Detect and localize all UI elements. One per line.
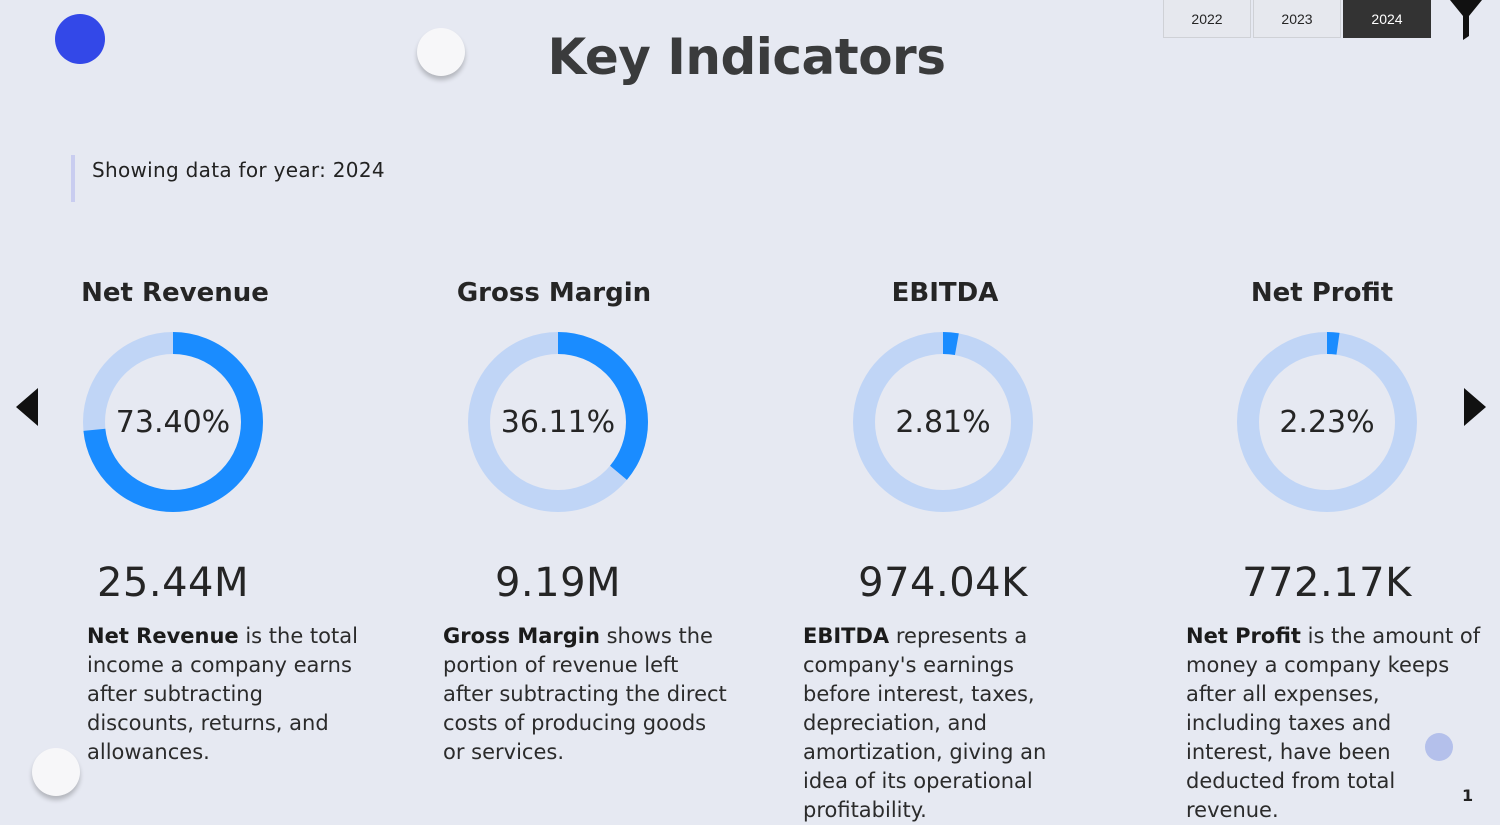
page-number: 1 [1462, 786, 1474, 805]
kpi-title: Net Revenue [81, 278, 269, 308]
kpi-description-term: Gross Margin [443, 624, 600, 648]
note-accent-bar [71, 155, 75, 202]
kpi-percent: 2.81% [895, 404, 991, 440]
kpi-title: Net Profit [1250, 278, 1394, 308]
kpi-card-ebitda: EBITDA 2.81% 974.04K EBITDA represents a… [765, 270, 1125, 822]
kpi-description: Net Revenue is the total income a compan… [87, 622, 362, 767]
donut-value-arc [83, 332, 263, 512]
kpi-description-text: is the total income a company earns afte… [87, 624, 358, 764]
kpi-description-text: shows the portion of revenue left after … [443, 624, 727, 764]
page-title: Key Indicators [547, 28, 946, 86]
kpi-value: 25.44M [96, 560, 250, 606]
kpi-description-text: is the amount of money a company keeps a… [1186, 624, 1481, 822]
kpi-donut [83, 332, 263, 512]
kpi-title: Gross Margin [456, 278, 652, 308]
kpi-description-text: represents a company's earnings before i… [803, 624, 1047, 822]
year-tab-2023[interactable]: 2023 [1253, 0, 1341, 38]
status-indicator-dot [55, 14, 105, 64]
kpi-description: Net Profit is the amount of money a comp… [1186, 622, 1481, 825]
kpi-title: EBITDA [891, 278, 999, 308]
kpi-percent: 2.23% [1279, 404, 1375, 440]
donut-value-arc [853, 332, 1033, 512]
kpi-donut [853, 332, 1033, 512]
kpi-card-gross-margin: Gross Margin 36.11% 9.19M Gross Margin s… [380, 270, 740, 800]
donut-value-arc [1237, 332, 1417, 512]
kpi-percent: 73.40% [115, 404, 231, 440]
next-page-arrow-icon[interactable] [1462, 388, 1486, 426]
kpi-donut [1237, 332, 1417, 512]
kpi-description-term: Net Revenue [87, 624, 239, 648]
kpi-donut [468, 332, 648, 512]
toggle-knob[interactable] [417, 28, 465, 76]
kpi-value: 9.19M [494, 560, 622, 606]
donut-value-arc [468, 332, 648, 512]
year-tab-2024[interactable]: 2024 [1343, 0, 1431, 38]
filter-icon[interactable] [1448, 0, 1484, 40]
selected-year-note: Showing data for year: 2024 [92, 158, 385, 182]
kpi-percent: 36.11% [500, 404, 616, 440]
kpi-value: 974.04K [858, 560, 1028, 606]
year-tab-2022[interactable]: 2022 [1163, 0, 1251, 38]
kpi-description-term: Net Profit [1186, 624, 1301, 648]
kpi-description: Gross Margin shows the portion of revenu… [443, 622, 728, 767]
kpi-value: 772.17K [1242, 560, 1412, 606]
cursor-dot [1425, 733, 1453, 761]
toggle-knob-bottom[interactable] [32, 748, 80, 796]
kpi-card-net-profit: Net Profit 2.23% 772.17K Net Profit is t… [1145, 270, 1500, 822]
kpi-description: EBITDA represents a company's earnings b… [803, 622, 1088, 825]
previous-page-arrow-icon[interactable] [16, 388, 40, 426]
kpi-description-term: EBITDA [803, 624, 890, 648]
kpi-card-net-revenue: Net Revenue 73.40% 25.44M Net Revenue is… [0, 270, 360, 800]
year-slicer: 2022 2023 2024 [1163, 0, 1433, 38]
